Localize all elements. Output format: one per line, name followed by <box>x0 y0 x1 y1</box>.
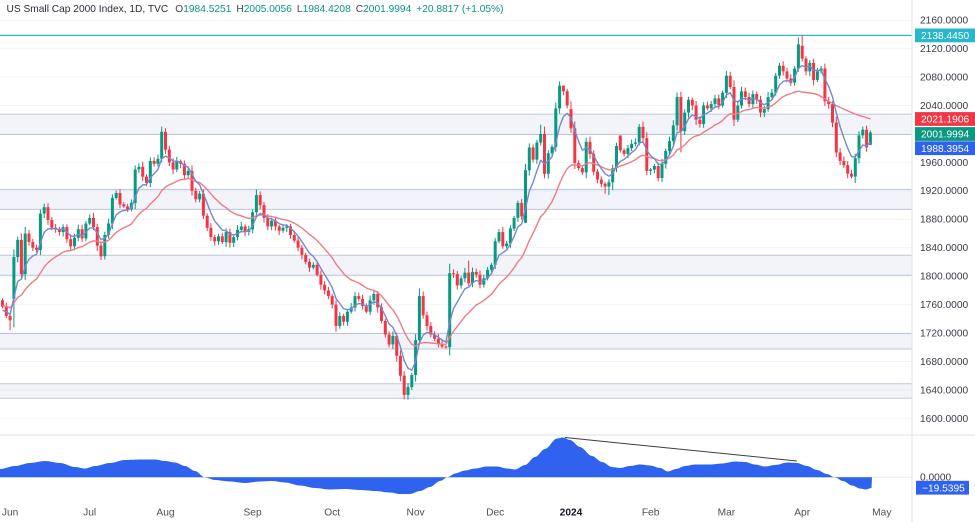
svg-text:Dec: Dec <box>486 508 504 519</box>
svg-text:1960.0000: 1960.0000 <box>920 158 968 169</box>
svg-text:Jul: Jul <box>83 508 96 519</box>
svg-text:1800.0000: 1800.0000 <box>920 272 968 283</box>
svg-text:Aug: Aug <box>156 508 174 519</box>
svg-text:Jun: Jun <box>2 508 18 519</box>
svg-text:2024: 2024 <box>560 508 583 519</box>
svg-text:1760.0000: 1760.0000 <box>920 300 968 311</box>
svg-text:0.0000: 0.0000 <box>920 473 951 484</box>
svg-text:1988.3954: 1988.3954 <box>921 144 969 155</box>
svg-text:1720.0000: 1720.0000 <box>920 328 968 339</box>
svg-text:1640.0000: 1640.0000 <box>920 385 968 396</box>
svg-text:Feb: Feb <box>642 508 660 519</box>
svg-text:2160.0000: 2160.0000 <box>920 16 968 27</box>
svg-text:Nov: Nov <box>407 508 426 519</box>
svg-text:2120.0000: 2120.0000 <box>920 44 968 55</box>
svg-text:US Small Cap 2000 Index, 1D, T: US Small Cap 2000 Index, 1D, TVC O1984.52… <box>7 4 504 15</box>
svg-text:1840.0000: 1840.0000 <box>920 243 968 254</box>
svg-text:−19.5395: −19.5395 <box>922 483 965 494</box>
svg-text:Apr: Apr <box>794 508 810 519</box>
svg-text:1680.0000: 1680.0000 <box>920 357 968 368</box>
svg-text:2021.1906: 2021.1906 <box>921 115 969 126</box>
svg-text:1600.0000: 1600.0000 <box>920 414 968 425</box>
svg-text:Oct: Oct <box>324 508 340 519</box>
svg-text:2080.0000: 2080.0000 <box>920 73 968 84</box>
svg-text:1920.0000: 1920.0000 <box>920 186 968 197</box>
svg-text:2138.4450: 2138.4450 <box>921 31 969 42</box>
svg-text:2001.9994: 2001.9994 <box>921 130 969 141</box>
svg-text:Sep: Sep <box>244 508 262 519</box>
svg-text:May: May <box>872 508 892 519</box>
svg-text:2040.0000: 2040.0000 <box>920 101 968 112</box>
svg-text:Mar: Mar <box>718 508 736 519</box>
svg-text:1880.0000: 1880.0000 <box>920 215 968 226</box>
